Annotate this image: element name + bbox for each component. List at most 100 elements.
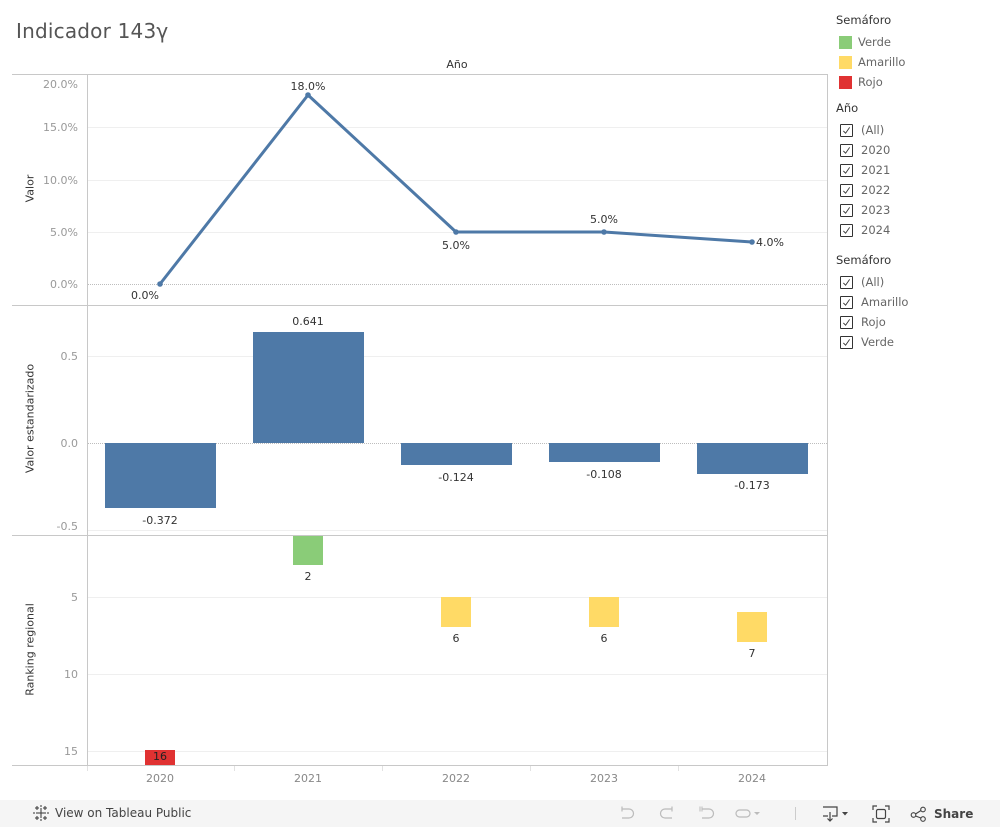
filter-label: 2020 (861, 143, 891, 157)
x-tick (234, 766, 235, 771)
x-label-2023: 2023 (590, 772, 618, 785)
revert-button[interactable] (698, 805, 716, 821)
year-filter-title: Año (836, 101, 859, 115)
semaforo-filter-verde[interactable]: Verde (836, 332, 1000, 352)
checkbox-checked-icon[interactable] (840, 315, 853, 329)
data-label: 16 (153, 750, 167, 763)
filter-label: Verde (861, 335, 894, 349)
checkbox-checked-icon[interactable] (840, 223, 853, 237)
share-label: Share (934, 807, 974, 821)
bar-2020[interactable] (105, 443, 216, 508)
semaforo-filter-all[interactable]: (All) (836, 272, 1000, 292)
checkbox-checked-icon[interactable] (840, 295, 853, 309)
legend-item-verde[interactable]: Verde (836, 32, 1000, 52)
semaforo-filter: Semáforo (All) Amarillo Rojo Verde (836, 252, 1000, 352)
year-filter-2024[interactable]: 2024 (836, 220, 1000, 240)
redo-icon (659, 806, 673, 819)
filter-label: (All) (861, 123, 885, 137)
y-tick: 5 (71, 591, 78, 604)
bottom-border (12, 765, 827, 766)
rank-mark-2023[interactable] (589, 597, 619, 627)
color-swatch-amarillo (839, 55, 852, 69)
bar-2023[interactable] (549, 443, 660, 462)
gridline (88, 530, 827, 531)
x-label-2024: 2024 (738, 772, 766, 785)
y-axis-line (87, 74, 88, 766)
legend-item-rojo[interactable]: Rojo (836, 72, 1000, 92)
share-button[interactable]: Share (910, 806, 973, 822)
y-tick: -0.5 (56, 520, 78, 533)
x-label-2020: 2020 (146, 772, 174, 785)
download-icon (823, 806, 848, 822)
bar-2021[interactable] (253, 332, 364, 443)
sidebar: Semáforo Verde Amarillo Rojo Año (All) 2… (836, 12, 1000, 360)
toolbar-separator (795, 807, 796, 820)
gridline (88, 751, 827, 752)
semaforo-filter-amarillo[interactable]: Amarillo (836, 292, 1000, 312)
undo-button[interactable] (618, 805, 636, 821)
zero-line (88, 284, 827, 285)
checkbox-checked-icon[interactable] (840, 143, 853, 157)
rank-mark-2022[interactable] (441, 597, 471, 627)
year-filter-2021[interactable]: 2021 (836, 160, 1000, 180)
legend-title: Semáforo (836, 13, 892, 27)
x-label-2022: 2022 (442, 772, 470, 785)
y-tick: 15.0% (43, 121, 78, 134)
data-label: -0.108 (586, 468, 622, 481)
y-tick: 10 (64, 668, 78, 681)
year-filter-2022[interactable]: 2022 (836, 180, 1000, 200)
gridline (88, 180, 827, 181)
y-tick: 0.0 (60, 437, 79, 450)
redo-button[interactable] (658, 805, 676, 821)
year-filter-all[interactable]: (All) (836, 120, 1000, 140)
checkbox-checked-icon[interactable] (840, 183, 853, 197)
fullscreen-icon (872, 805, 890, 823)
data-label: 18.0% (290, 80, 326, 93)
refresh-icon (735, 809, 760, 818)
data-label: 5.0% (442, 239, 470, 252)
filter-label: (All) (861, 275, 885, 289)
bar-2022[interactable] (401, 443, 512, 465)
revert-icon (699, 806, 715, 819)
y-tick: 15 (64, 745, 78, 758)
semaforo-filter-rojo[interactable]: Rojo (836, 312, 1000, 332)
checkbox-checked-icon[interactable] (840, 275, 853, 289)
checkbox-checked-icon[interactable] (840, 163, 853, 177)
download-button[interactable] (820, 805, 852, 823)
filter-label: 2022 (861, 183, 891, 197)
y-tick: 20.0% (43, 78, 78, 91)
year-filter: Año (All) 2020 2021 2022 2023 2024 (836, 100, 1000, 240)
rank-mark-2020[interactable] (145, 750, 175, 765)
checkbox-checked-icon[interactable] (840, 123, 853, 137)
rank-mark-2021[interactable] (293, 536, 323, 565)
panel-divider-1 (12, 305, 827, 306)
rank-mark-2024[interactable] (737, 612, 767, 642)
x-tick (678, 766, 679, 771)
gridline (88, 674, 827, 675)
refresh-button[interactable] (734, 805, 762, 821)
year-filter-2023[interactable]: 2023 (836, 200, 1000, 220)
tableau-toolbar: View on Tableau Public Share (0, 800, 1000, 827)
fullscreen-button[interactable] (872, 805, 890, 823)
filter-label: 2023 (861, 203, 891, 217)
legend-item-amarillo[interactable]: Amarillo (836, 52, 1000, 72)
data-label: 5.0% (590, 213, 618, 226)
x-label-2021: 2021 (294, 772, 322, 785)
color-swatch-rojo (839, 75, 852, 89)
right-border (827, 74, 828, 766)
checkbox-checked-icon[interactable] (840, 203, 853, 217)
data-label: 6 (452, 632, 460, 645)
bar-2024[interactable] (697, 443, 808, 474)
data-label: -0.124 (438, 471, 474, 484)
panel-divider-2 (12, 535, 827, 536)
view-on-tableau-public-link[interactable]: View on Tableau Public (33, 805, 191, 821)
checkbox-checked-icon[interactable] (840, 335, 853, 349)
legend-label: Amarillo (858, 55, 906, 69)
legend-label: Verde (858, 35, 891, 49)
view-on-tableau-label: View on Tableau Public (55, 806, 192, 820)
y-tick: 5.0% (50, 226, 78, 239)
year-filter-2020[interactable]: 2020 (836, 140, 1000, 160)
x-tick (382, 766, 383, 771)
y-tick: 10.0% (43, 174, 78, 187)
